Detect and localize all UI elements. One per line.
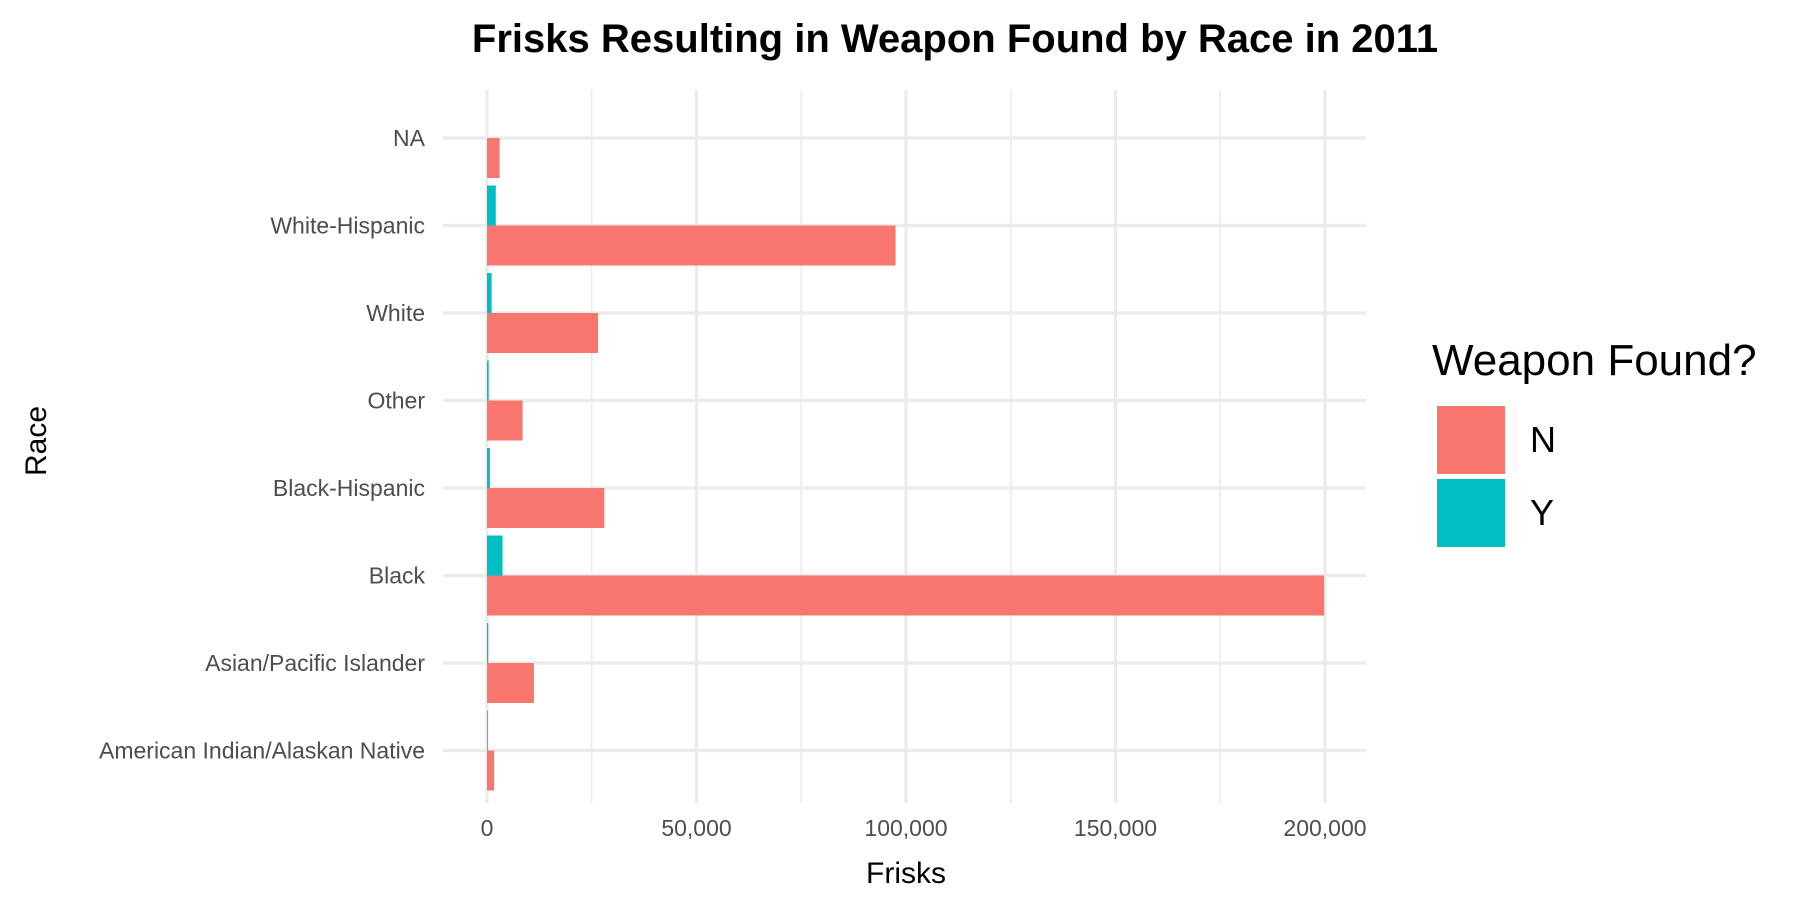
- y-tick-label: White-Hispanic: [270, 213, 425, 239]
- x-tick-label: 50,000: [661, 815, 731, 841]
- x-tick-label: 200,000: [1283, 815, 1366, 841]
- bar-n-black: [487, 575, 1325, 616]
- y-tick-label: White: [366, 300, 425, 326]
- y-axis-title: Race: [20, 406, 53, 476]
- bar-n-na: [487, 138, 500, 178]
- bar-y-black-hispanic: [487, 448, 490, 488]
- bar-n-asian-pacific-islander: [487, 663, 534, 703]
- y-axis-ticks: American Indian/Alaskan Native Asian/Paci…: [99, 125, 426, 764]
- bar-n-american-indian-alaskan-native: [487, 750, 495, 791]
- y-tick-label: Black-Hispanic: [273, 475, 425, 501]
- bar-n-white: [487, 313, 599, 353]
- bar-n-other: [487, 400, 523, 441]
- grid: [443, 90, 1366, 803]
- x-tick-label: 150,000: [1074, 815, 1157, 841]
- legend-label-y: Y: [1530, 492, 1554, 533]
- y-tick-label: Asian/Pacific Islander: [205, 650, 425, 676]
- legend-key-y: [1437, 479, 1505, 547]
- bars: [487, 138, 1325, 791]
- bar-y-american-indian-alaskan-native: [487, 710, 488, 751]
- y-tick-label: Other: [367, 388, 425, 414]
- y-tick-label: Black: [369, 563, 426, 589]
- x-axis-ticks: 0 50,000 100,000 150,000 200,000: [481, 815, 1367, 841]
- bar-n-white-hispanic: [487, 225, 896, 266]
- y-tick-label: NA: [393, 125, 426, 151]
- bar-y-other: [487, 360, 489, 401]
- bar-y-white: [487, 273, 492, 313]
- bar-y-black: [487, 535, 503, 576]
- legend-label-n: N: [1530, 419, 1556, 460]
- y-tick-label: American Indian/Alaskan Native: [99, 738, 425, 764]
- legend-items: NY: [1437, 406, 1556, 547]
- bar-y-white-hispanic: [487, 185, 496, 226]
- x-axis-title: Frisks: [866, 857, 946, 890]
- legend: Weapon Found? NY: [1432, 336, 1757, 547]
- x-tick-label: 100,000: [864, 815, 947, 841]
- bar-y-asian-pacific-islander: [487, 623, 489, 663]
- bar-n-black-hispanic: [487, 488, 605, 528]
- legend-key-n: [1437, 406, 1505, 474]
- chart-title: Frisks Resulting in Weapon Found by Race…: [472, 17, 1438, 61]
- x-tick-label: 0: [481, 815, 494, 841]
- legend-title: Weapon Found?: [1432, 336, 1757, 385]
